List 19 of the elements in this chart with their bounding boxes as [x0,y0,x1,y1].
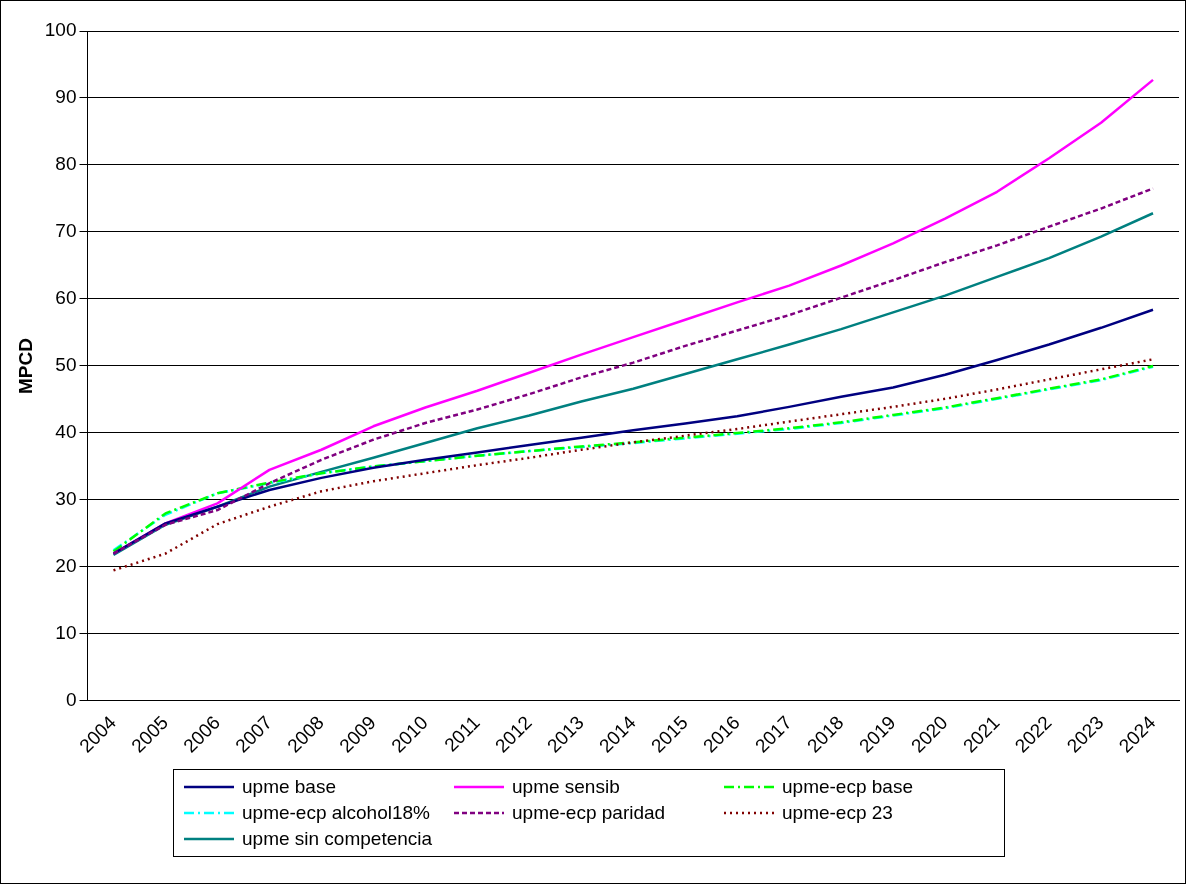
legend-label: upme-ecp paridad [512,802,666,824]
y-tick-label: 40 [55,421,77,443]
y-tick-label: 70 [55,220,77,242]
y-tick-label: 20 [55,555,77,577]
legend-label: upme-ecp alcohol18% [242,802,431,824]
y-tick-label: 80 [55,153,77,175]
y-tick-label: 50 [55,354,77,376]
y-tick-label: 10 [55,622,77,644]
legend-label: upme sensib [512,776,620,798]
y-tick-label: 0 [65,689,77,711]
legend-label: upme-ecp base [782,776,913,798]
y-axis-title: MPCD [14,338,36,394]
y-tick-label: 90 [55,86,77,108]
legend-label: upme base [242,776,337,798]
legend-label: upme-ecp 23 [782,802,893,824]
legend-label: upme sin competencia [242,828,433,850]
y-tick-label: 30 [55,488,77,510]
y-tick-label: 60 [55,287,77,309]
y-tick-label: 100 [44,19,77,41]
